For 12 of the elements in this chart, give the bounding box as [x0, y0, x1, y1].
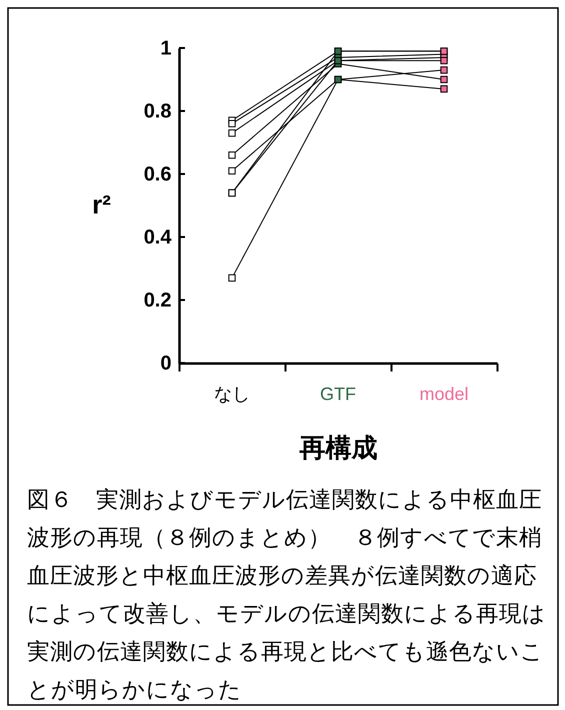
x-tick-label: model — [419, 384, 469, 404]
x-tick-label: なし — [214, 384, 250, 404]
caption: 図６ 実測およびモデル伝達関数による中枢血圧波形の再現（８例のまとめ） ８例すべてで末梢血圧波形と中枢血圧波形の差異が伝達関数の適応によって改善し、モデルの伝達関数による再現は実測の伝達関数による再現と比べても遜色ないことが明らかになった — [27, 487, 546, 703]
y-tick-label: 0.6 — [144, 164, 172, 186]
y-tick-label: 1 — [160, 38, 172, 60]
y-tick-label: 0.8 — [144, 100, 172, 122]
y-tick-label: 0 — [160, 352, 172, 374]
y-tick-label: 0.4 — [144, 226, 172, 248]
x-tick-label: GTF — [320, 384, 356, 404]
y-tick-label: 0.2 — [144, 290, 172, 312]
x-axis-title: 再構成 — [298, 434, 378, 464]
y-axis-title: r² — [92, 190, 112, 220]
